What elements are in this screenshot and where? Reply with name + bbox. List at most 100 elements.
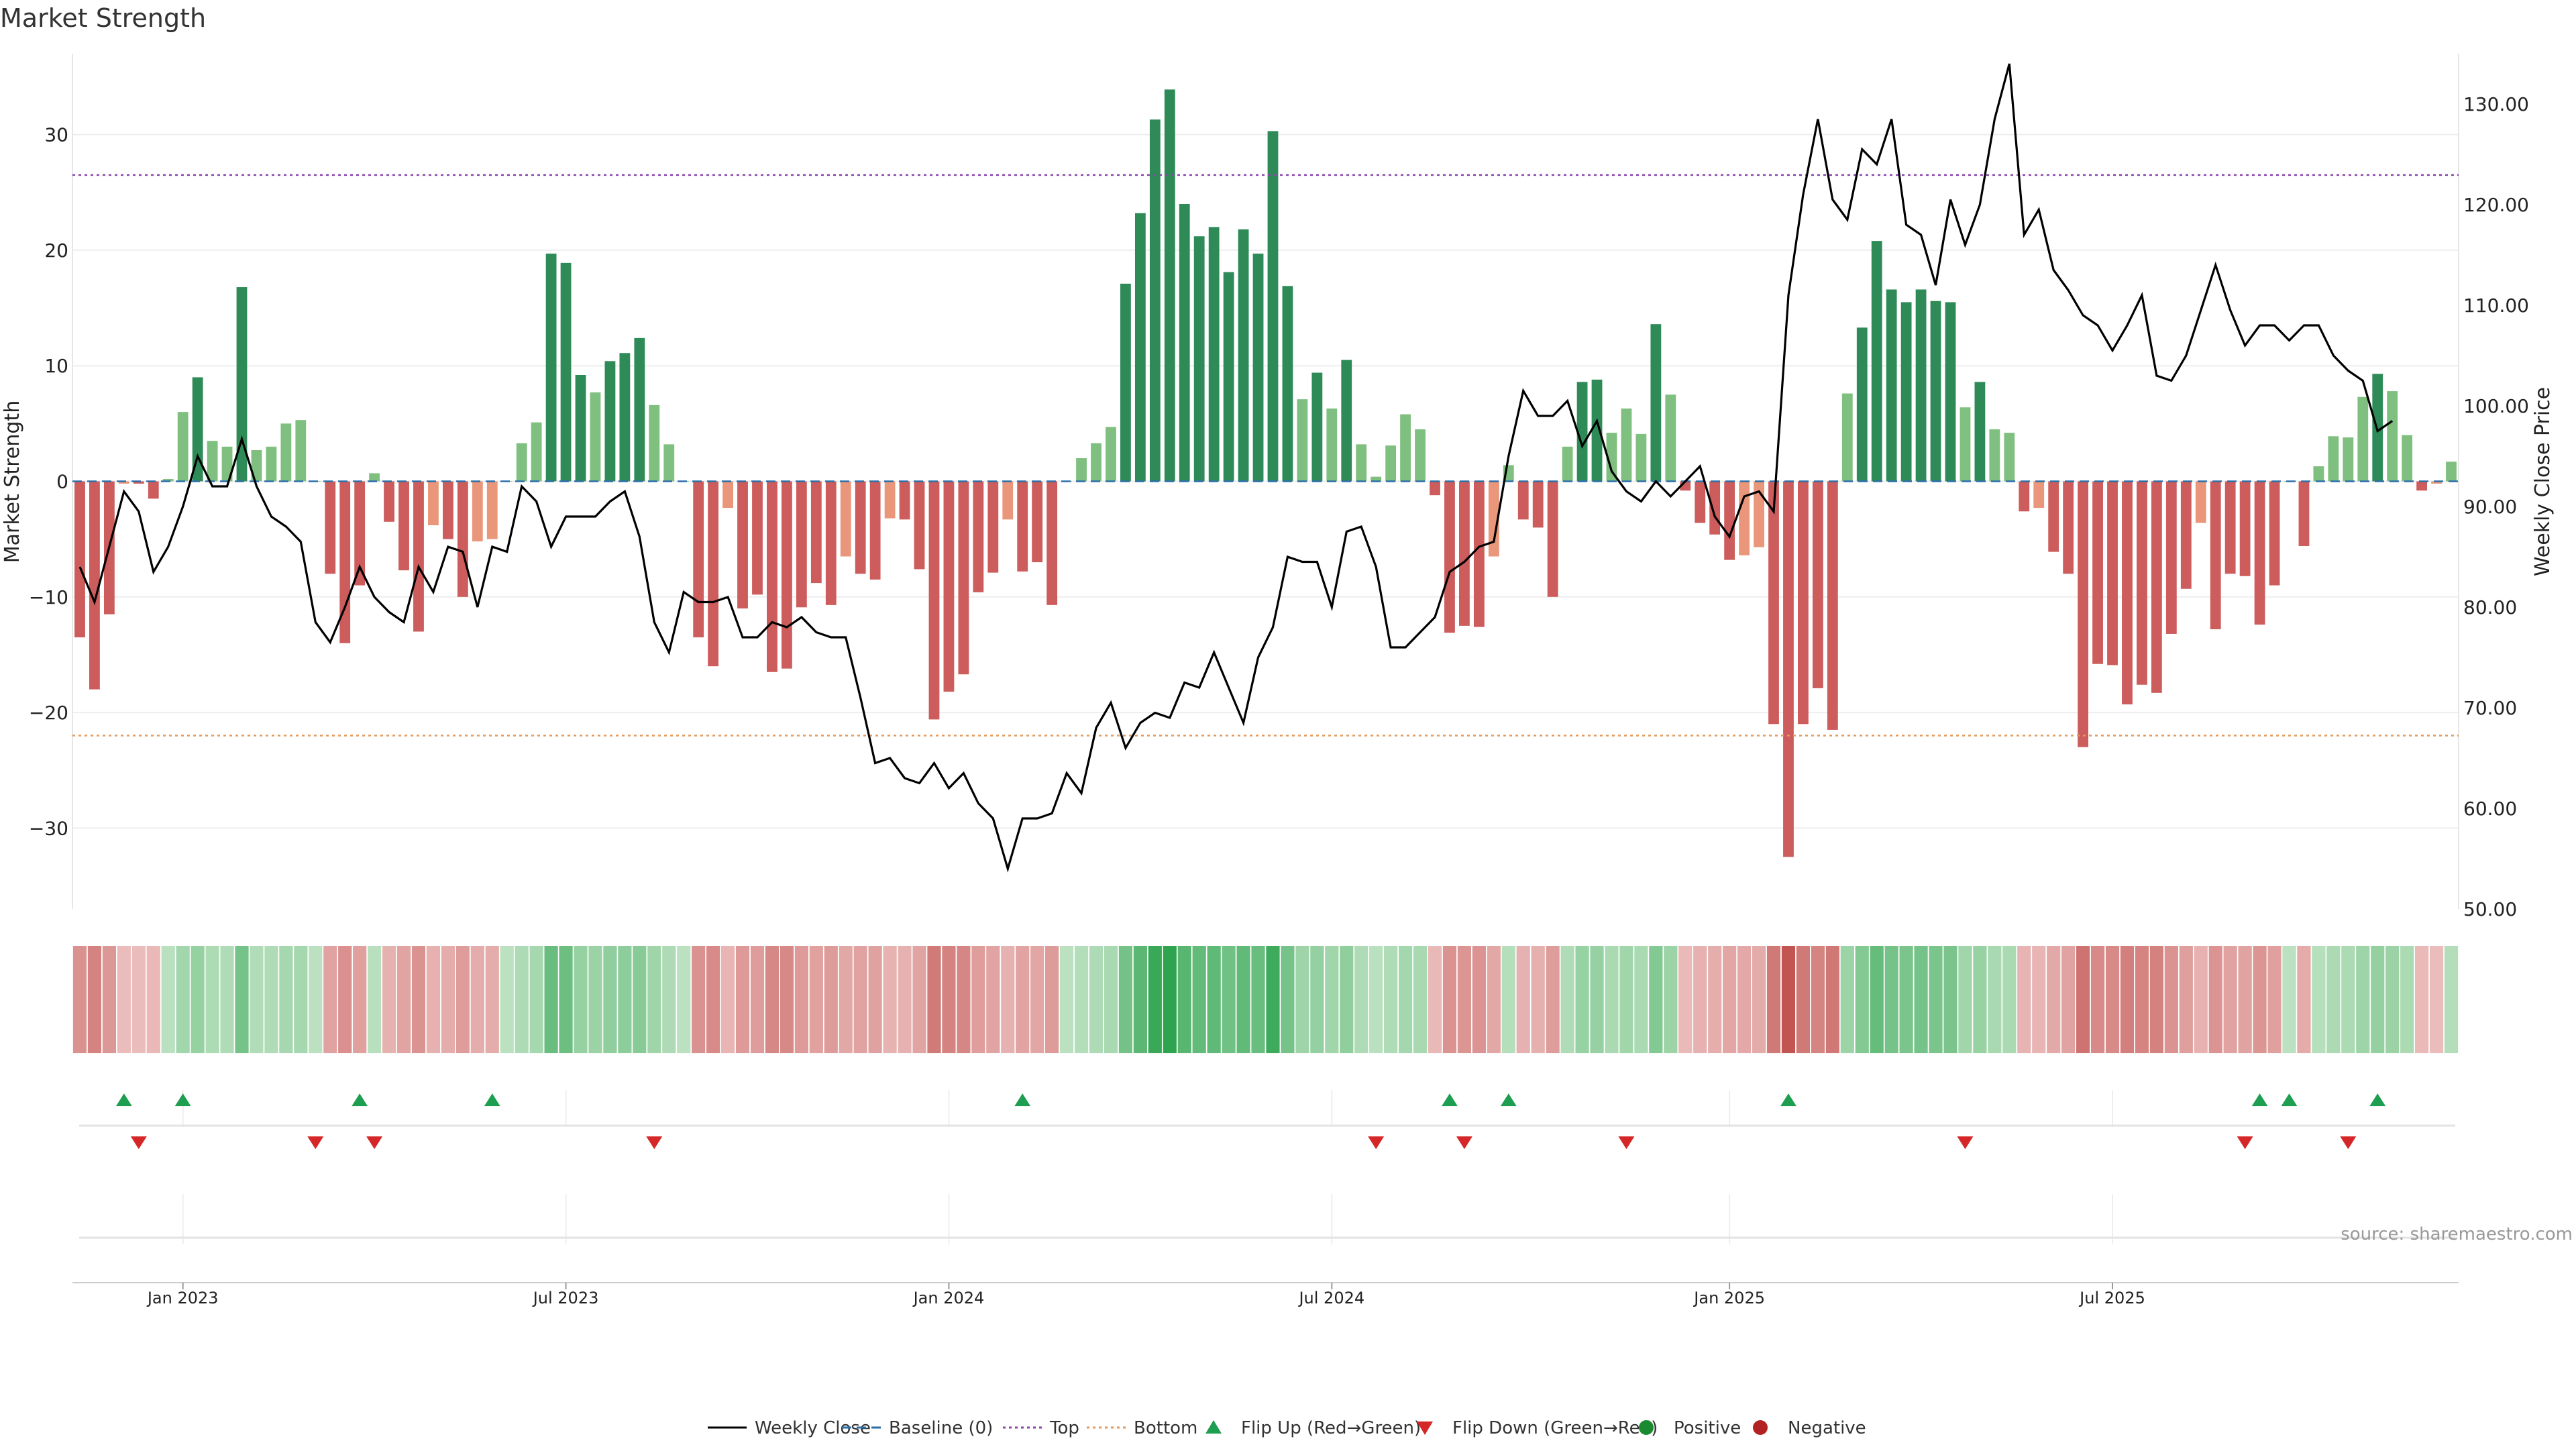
- strength-bar: [2063, 481, 2074, 574]
- strength-bar: [1134, 213, 1146, 482]
- strength-bar: [2195, 481, 2206, 523]
- strength-bar: [369, 473, 380, 482]
- heatmap-cell: [353, 946, 367, 1053]
- heatmap-cell: [1914, 946, 1928, 1053]
- heatmap-cell: [396, 946, 411, 1053]
- flip-up-marker: [2369, 1093, 2386, 1106]
- legend-item: Baseline (0): [842, 1418, 993, 1438]
- strength-bar: [1149, 119, 1161, 482]
- heatmap-cell: [1560, 946, 1574, 1053]
- strength-bar: [2151, 481, 2162, 693]
- strength-bar: [1856, 327, 1868, 482]
- strength-bar: [619, 353, 631, 482]
- heatmap-cell: [2267, 946, 2282, 1053]
- heatmap-cell: [1825, 946, 1839, 1053]
- strength-bar: [2343, 437, 2354, 482]
- heatmap-cell: [2164, 946, 2178, 1053]
- strength-bar: [1444, 481, 1455, 633]
- strength-bar: [2078, 481, 2089, 747]
- heatmap-cell: [986, 946, 1000, 1053]
- heatmap-cell: [2223, 946, 2237, 1053]
- strength-bar: [1665, 394, 1676, 482]
- heatmap-cell: [1001, 946, 1015, 1053]
- heatmap-cell: [2047, 946, 2061, 1053]
- strength-bar: [1459, 481, 1470, 626]
- strength-bar: [325, 481, 336, 574]
- strength-bar: [1532, 481, 1544, 528]
- strength-bar: [1002, 481, 1014, 520]
- heatmap-cell: [1855, 946, 1869, 1053]
- strength-bar: [1415, 429, 1426, 482]
- strength-bar: [2254, 481, 2265, 625]
- heatmap-cell: [1531, 946, 1545, 1053]
- heatmap-cell: [382, 946, 396, 1053]
- heatmap-cell: [809, 946, 823, 1053]
- heatmap-cell: [1457, 946, 1472, 1053]
- strength-bar: [1164, 89, 1175, 482]
- heatmap-cell: [161, 946, 175, 1053]
- flip-up-marker: [1014, 1093, 1031, 1106]
- heatmap-cell: [1104, 946, 1118, 1053]
- y2-tick-label: 70.00: [2463, 697, 2517, 719]
- heatmap-cell: [1958, 946, 1972, 1053]
- strength-bar: [2033, 481, 2045, 508]
- strength-bar: [118, 481, 129, 484]
- heatmap-cell: [824, 946, 838, 1053]
- strength-bar: [1356, 444, 1367, 482]
- y-tick-label: −30: [29, 817, 68, 839]
- heatmap-cell: [529, 946, 543, 1053]
- heatmap-cell: [131, 946, 146, 1053]
- flip-up-marker: [352, 1093, 368, 1106]
- heatmap-cell: [1487, 946, 1501, 1053]
- heatmap-cell: [1295, 946, 1309, 1053]
- heatmap-cell: [294, 946, 308, 1053]
- strength-bar: [221, 446, 233, 482]
- heatmap-cell: [1752, 946, 1766, 1053]
- chart-title: Market Strength: [0, 3, 206, 33]
- y2-axis-label: Weekly Close Price: [2531, 387, 2555, 576]
- strength-bar: [899, 481, 910, 520]
- heatmap-cell: [323, 946, 337, 1053]
- strength-bar: [148, 481, 159, 499]
- heatmap-cell: [2253, 946, 2267, 1053]
- strength-bar: [442, 481, 453, 539]
- strength-bar: [722, 481, 733, 508]
- legend-label: Top: [1049, 1418, 1079, 1438]
- heatmap-cell: [1207, 946, 1221, 1053]
- strength-bar: [663, 444, 675, 482]
- strength-bar: [2048, 481, 2059, 552]
- strength-bar: [1179, 203, 1190, 482]
- heatmap-cell: [1340, 946, 1354, 1053]
- heatmap-cell: [2415, 946, 2429, 1053]
- heatmap-cell: [1546, 946, 1560, 1053]
- heatmap-cell: [662, 946, 676, 1053]
- strength-bar: [1989, 429, 2000, 482]
- heatmap-cell: [1074, 946, 1089, 1053]
- strength-bar: [1886, 289, 1897, 482]
- strength-bar: [693, 481, 704, 638]
- strength-bar: [1783, 481, 1794, 857]
- heatmap-cell: [1192, 946, 1206, 1053]
- gridlines: [72, 54, 2459, 1283]
- strength-bar: [1547, 481, 1558, 597]
- flip-up-marker: [174, 1093, 191, 1106]
- y2-tick-label: 80.00: [2463, 596, 2517, 619]
- heatmap-cell: [1516, 946, 1530, 1053]
- y-tick-label: 20: [44, 239, 68, 262]
- flip-markers: [115, 1093, 2386, 1149]
- strength-bar: [1267, 131, 1279, 482]
- source-note: source: sharemaestro.com: [2341, 1224, 2573, 1244]
- strength-bar: [251, 449, 262, 482]
- heatmap-cell: [117, 946, 131, 1053]
- strength-bar: [575, 374, 586, 482]
- strength-bar: [1827, 481, 1838, 730]
- heatmap-cell: [2208, 946, 2222, 1053]
- strength-bar: [1930, 301, 1941, 482]
- strength-bar: [855, 481, 866, 574]
- strength-bar: [1120, 283, 1131, 482]
- y2-tick-label: 60.00: [2463, 798, 2517, 820]
- strength-bar: [339, 481, 351, 643]
- heatmap-cell: [2312, 946, 2326, 1053]
- strength-bar: [2298, 481, 2310, 546]
